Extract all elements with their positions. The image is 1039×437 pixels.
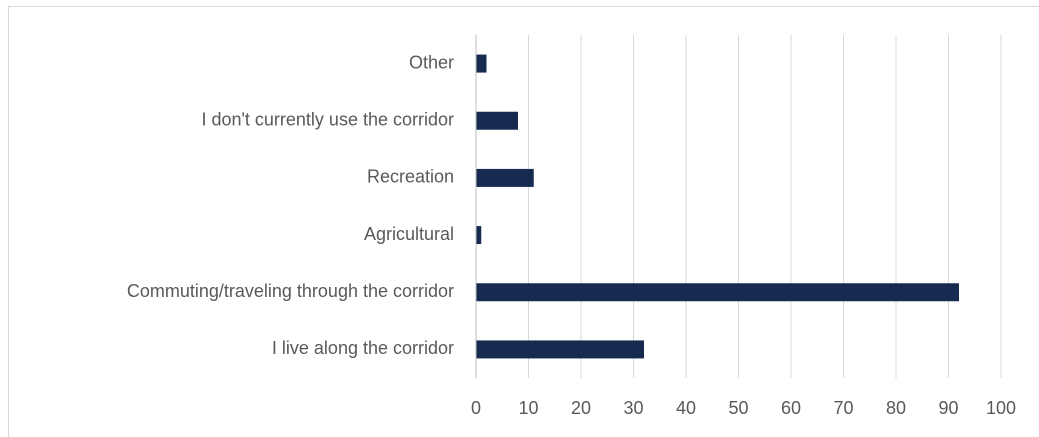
- bar: [476, 54, 487, 73]
- bar: [476, 111, 518, 130]
- chart-border: [8, 6, 1039, 437]
- x-tick-label: 40: [676, 398, 696, 418]
- x-tick-label: 30: [623, 398, 643, 418]
- x-tick-label: 10: [518, 398, 538, 418]
- x-tick-label: 90: [938, 398, 958, 418]
- y-tick-label: Recreation: [367, 167, 454, 187]
- x-tick-label: 20: [571, 398, 591, 418]
- x-tick-label: 50: [728, 398, 748, 418]
- x-tick-label: 60: [781, 398, 801, 418]
- bar: [476, 283, 959, 302]
- y-tick-label: I don't currently use the corridor: [201, 110, 454, 130]
- y-tick-label: Other: [409, 52, 454, 72]
- bar: [476, 340, 644, 359]
- x-tick-label: 0: [471, 398, 481, 418]
- bar: [476, 226, 482, 245]
- x-tick-label: 70: [833, 398, 853, 418]
- x-tick-label: 100: [986, 398, 1016, 418]
- x-tick-label: 80: [886, 398, 906, 418]
- bar: [476, 168, 534, 187]
- y-tick-label: Agricultural: [364, 224, 454, 244]
- y-tick-label: Commuting/traveling through the corridor: [127, 281, 454, 301]
- y-tick-label: I live along the corridor: [272, 338, 454, 358]
